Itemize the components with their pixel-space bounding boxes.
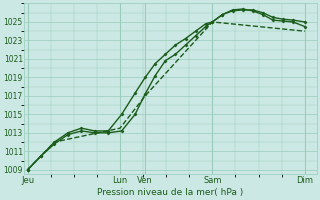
X-axis label: Pression niveau de la mer( hPa ): Pression niveau de la mer( hPa ) — [97, 188, 244, 197]
